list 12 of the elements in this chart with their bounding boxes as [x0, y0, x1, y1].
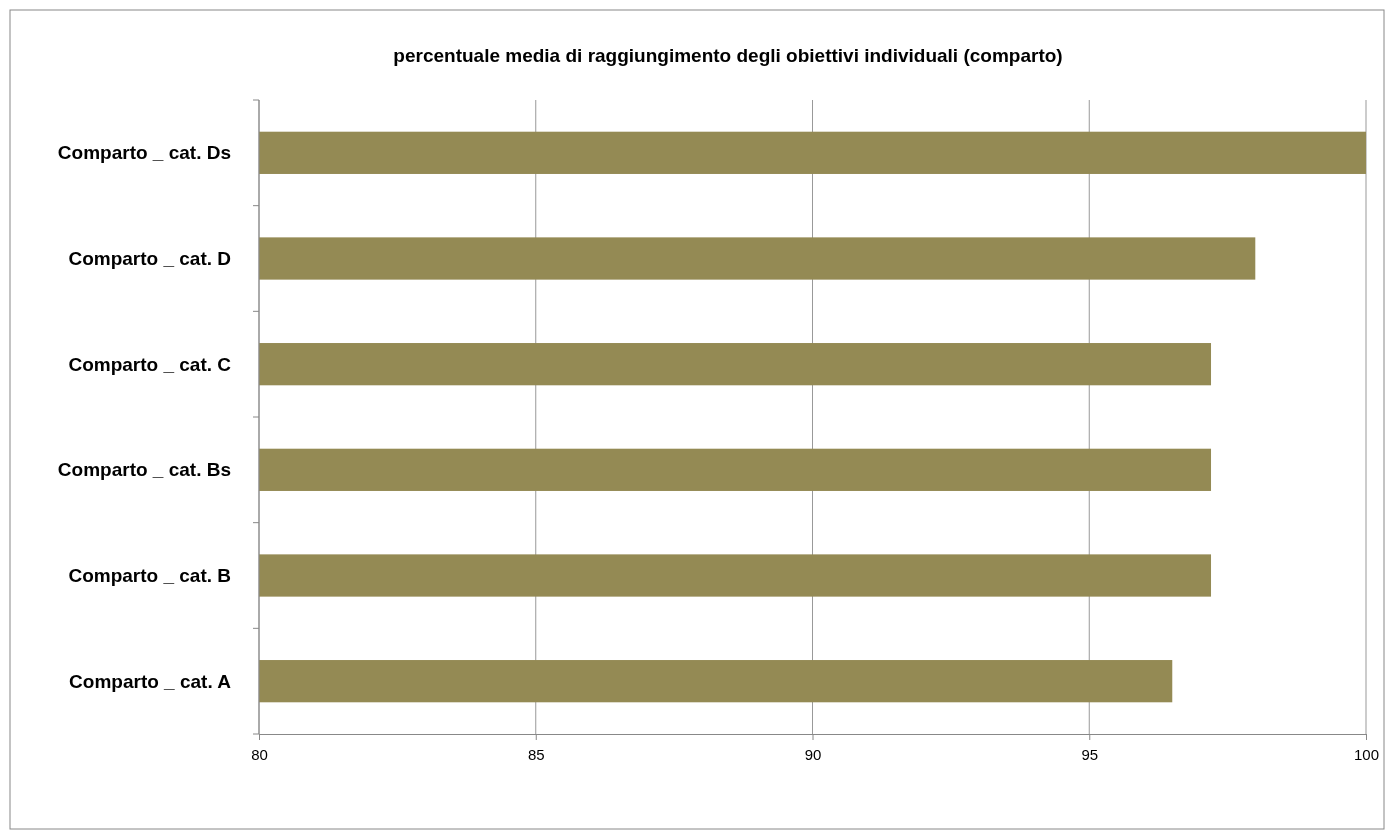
- y-tick-label: Comparto _ cat. D: [68, 248, 231, 270]
- x-tick-label: 95: [1081, 745, 1099, 763]
- chart-title: percentuale media di raggiungimento degli obiettivi individuali (comparto): [393, 45, 1063, 66]
- x-tick-label: 90: [804, 745, 822, 763]
- y-tick-label: Comparto _ cat. B: [68, 565, 231, 587]
- y-tick-label: Comparto _ cat. A: [69, 670, 232, 692]
- x-tick-label: 85: [527, 745, 545, 763]
- x-tick-label: 80: [251, 745, 268, 763]
- x-tick-label: 100: [1353, 745, 1380, 763]
- y-tick-label: Comparto _ cat. C: [68, 353, 232, 375]
- y-tick-label: Comparto _ cat. Bs: [57, 459, 231, 481]
- y-tick-label: Comparto _ cat. Ds: [57, 142, 231, 164]
